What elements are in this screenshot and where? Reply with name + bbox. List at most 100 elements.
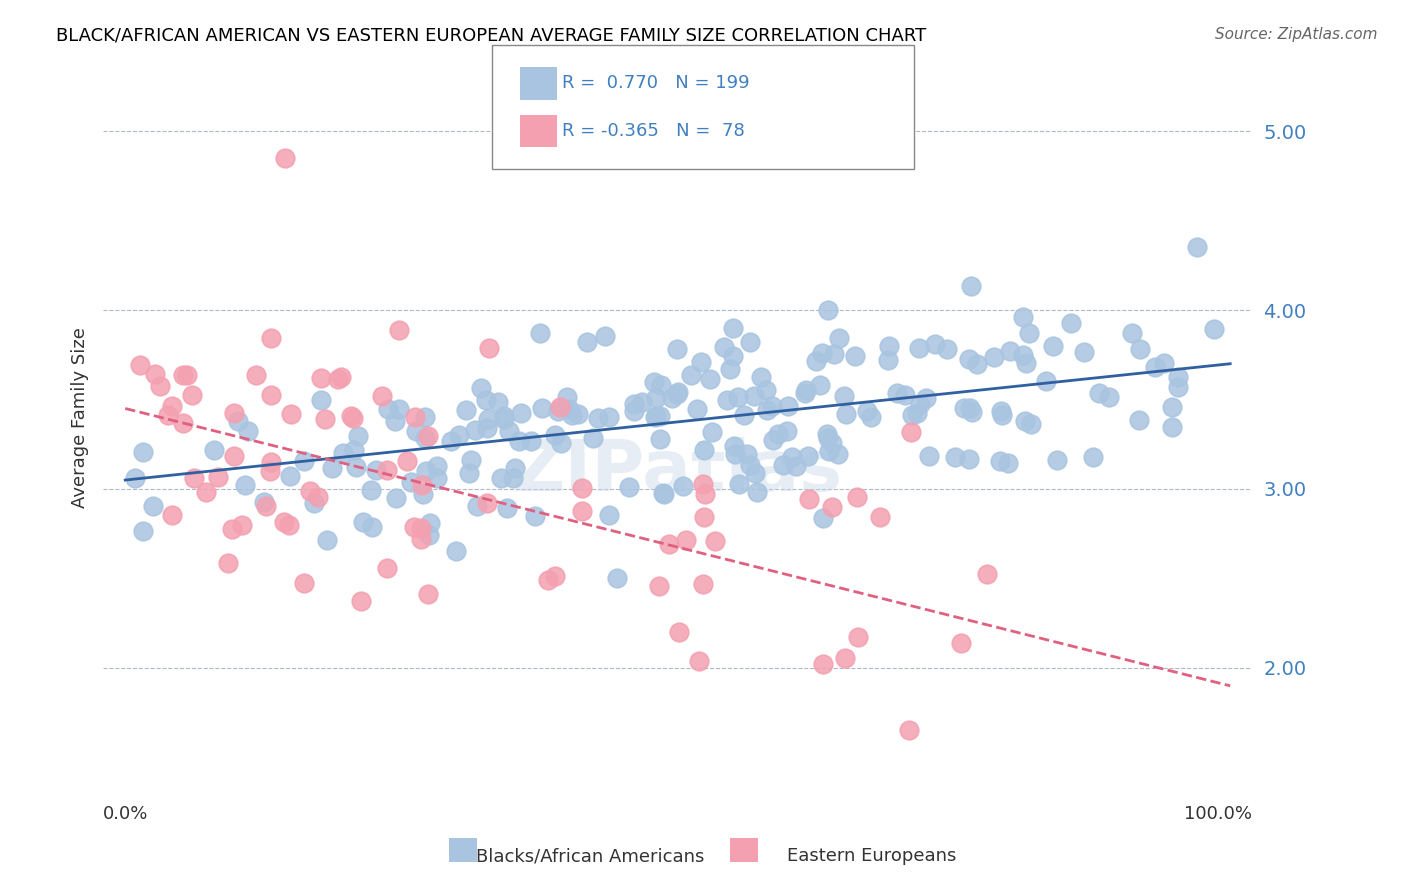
Point xyxy=(399,475,422,489)
Point xyxy=(465,499,488,513)
Point xyxy=(309,371,332,385)
Point xyxy=(966,357,988,371)
Point xyxy=(703,534,725,549)
Point xyxy=(510,406,533,420)
Point xyxy=(557,401,579,416)
Point xyxy=(672,479,695,493)
Point xyxy=(1185,240,1208,254)
Point xyxy=(217,557,239,571)
Point xyxy=(477,412,499,426)
Point xyxy=(652,486,675,500)
Point xyxy=(486,395,509,409)
Point xyxy=(817,302,839,317)
Point xyxy=(575,334,598,349)
Text: 100.0%: 100.0% xyxy=(1184,805,1253,823)
Point xyxy=(132,445,155,459)
Point xyxy=(960,278,983,293)
Point xyxy=(491,471,513,485)
Point xyxy=(815,427,838,442)
Point xyxy=(523,508,546,523)
Point xyxy=(375,561,398,575)
Point xyxy=(860,410,883,425)
Point xyxy=(949,636,972,650)
Point xyxy=(761,399,783,413)
Point xyxy=(505,461,527,475)
Point xyxy=(652,486,675,500)
Point xyxy=(259,455,281,469)
Point xyxy=(713,340,735,354)
Text: 0.0%: 0.0% xyxy=(103,805,149,823)
Point xyxy=(254,499,277,513)
Point xyxy=(1015,356,1038,370)
Point xyxy=(561,408,583,422)
Point xyxy=(496,500,519,515)
Point xyxy=(846,630,869,644)
Point xyxy=(976,567,998,582)
Point xyxy=(298,483,321,498)
Point xyxy=(666,386,689,401)
Point xyxy=(623,397,645,411)
Point xyxy=(821,436,844,450)
Point xyxy=(1202,322,1225,336)
Text: Eastern Europeans: Eastern Europeans xyxy=(787,847,956,865)
Point xyxy=(277,518,299,533)
Point xyxy=(260,331,283,345)
Point xyxy=(328,372,350,386)
Point xyxy=(176,368,198,383)
Point xyxy=(388,402,411,417)
Point xyxy=(1128,413,1150,427)
Point xyxy=(547,404,569,418)
Point xyxy=(1021,417,1043,432)
Point xyxy=(260,388,283,402)
Point xyxy=(744,466,766,480)
Point xyxy=(631,394,654,409)
Point xyxy=(550,435,572,450)
Point xyxy=(675,533,697,547)
Point xyxy=(617,480,640,494)
Point xyxy=(1098,391,1121,405)
Point xyxy=(447,428,470,442)
Point xyxy=(402,520,425,534)
Point xyxy=(997,456,1019,470)
Point xyxy=(735,446,758,460)
Y-axis label: Average Family Size: Average Family Size xyxy=(72,327,89,508)
Point xyxy=(957,352,980,367)
Point xyxy=(718,361,741,376)
Point xyxy=(1073,345,1095,359)
Point xyxy=(721,349,744,363)
Point xyxy=(643,376,665,390)
Point xyxy=(280,407,302,421)
Point xyxy=(728,476,751,491)
Point xyxy=(692,577,714,591)
Point xyxy=(894,387,917,401)
Point xyxy=(426,471,449,485)
Point xyxy=(905,407,928,421)
Point xyxy=(898,723,921,737)
Point xyxy=(900,425,922,440)
Point xyxy=(727,390,749,404)
Point xyxy=(666,384,689,399)
Point xyxy=(957,452,980,467)
Point xyxy=(360,483,382,497)
Point xyxy=(821,500,844,514)
Point xyxy=(412,486,434,500)
Point xyxy=(315,533,337,547)
Point xyxy=(543,428,565,442)
Point xyxy=(129,358,152,372)
Point xyxy=(508,434,530,449)
Point xyxy=(1167,369,1189,384)
Point xyxy=(960,405,983,419)
Point xyxy=(716,392,738,407)
Point xyxy=(162,508,184,522)
Point xyxy=(658,537,681,551)
Point xyxy=(149,378,172,392)
Point xyxy=(751,370,773,384)
Point xyxy=(598,410,620,425)
Point xyxy=(375,463,398,477)
Point xyxy=(776,424,799,438)
Point xyxy=(502,471,524,485)
Text: ZIPatlas: ZIPatlas xyxy=(513,437,842,507)
Point xyxy=(302,496,325,510)
Point xyxy=(738,458,761,472)
Point xyxy=(236,424,259,438)
